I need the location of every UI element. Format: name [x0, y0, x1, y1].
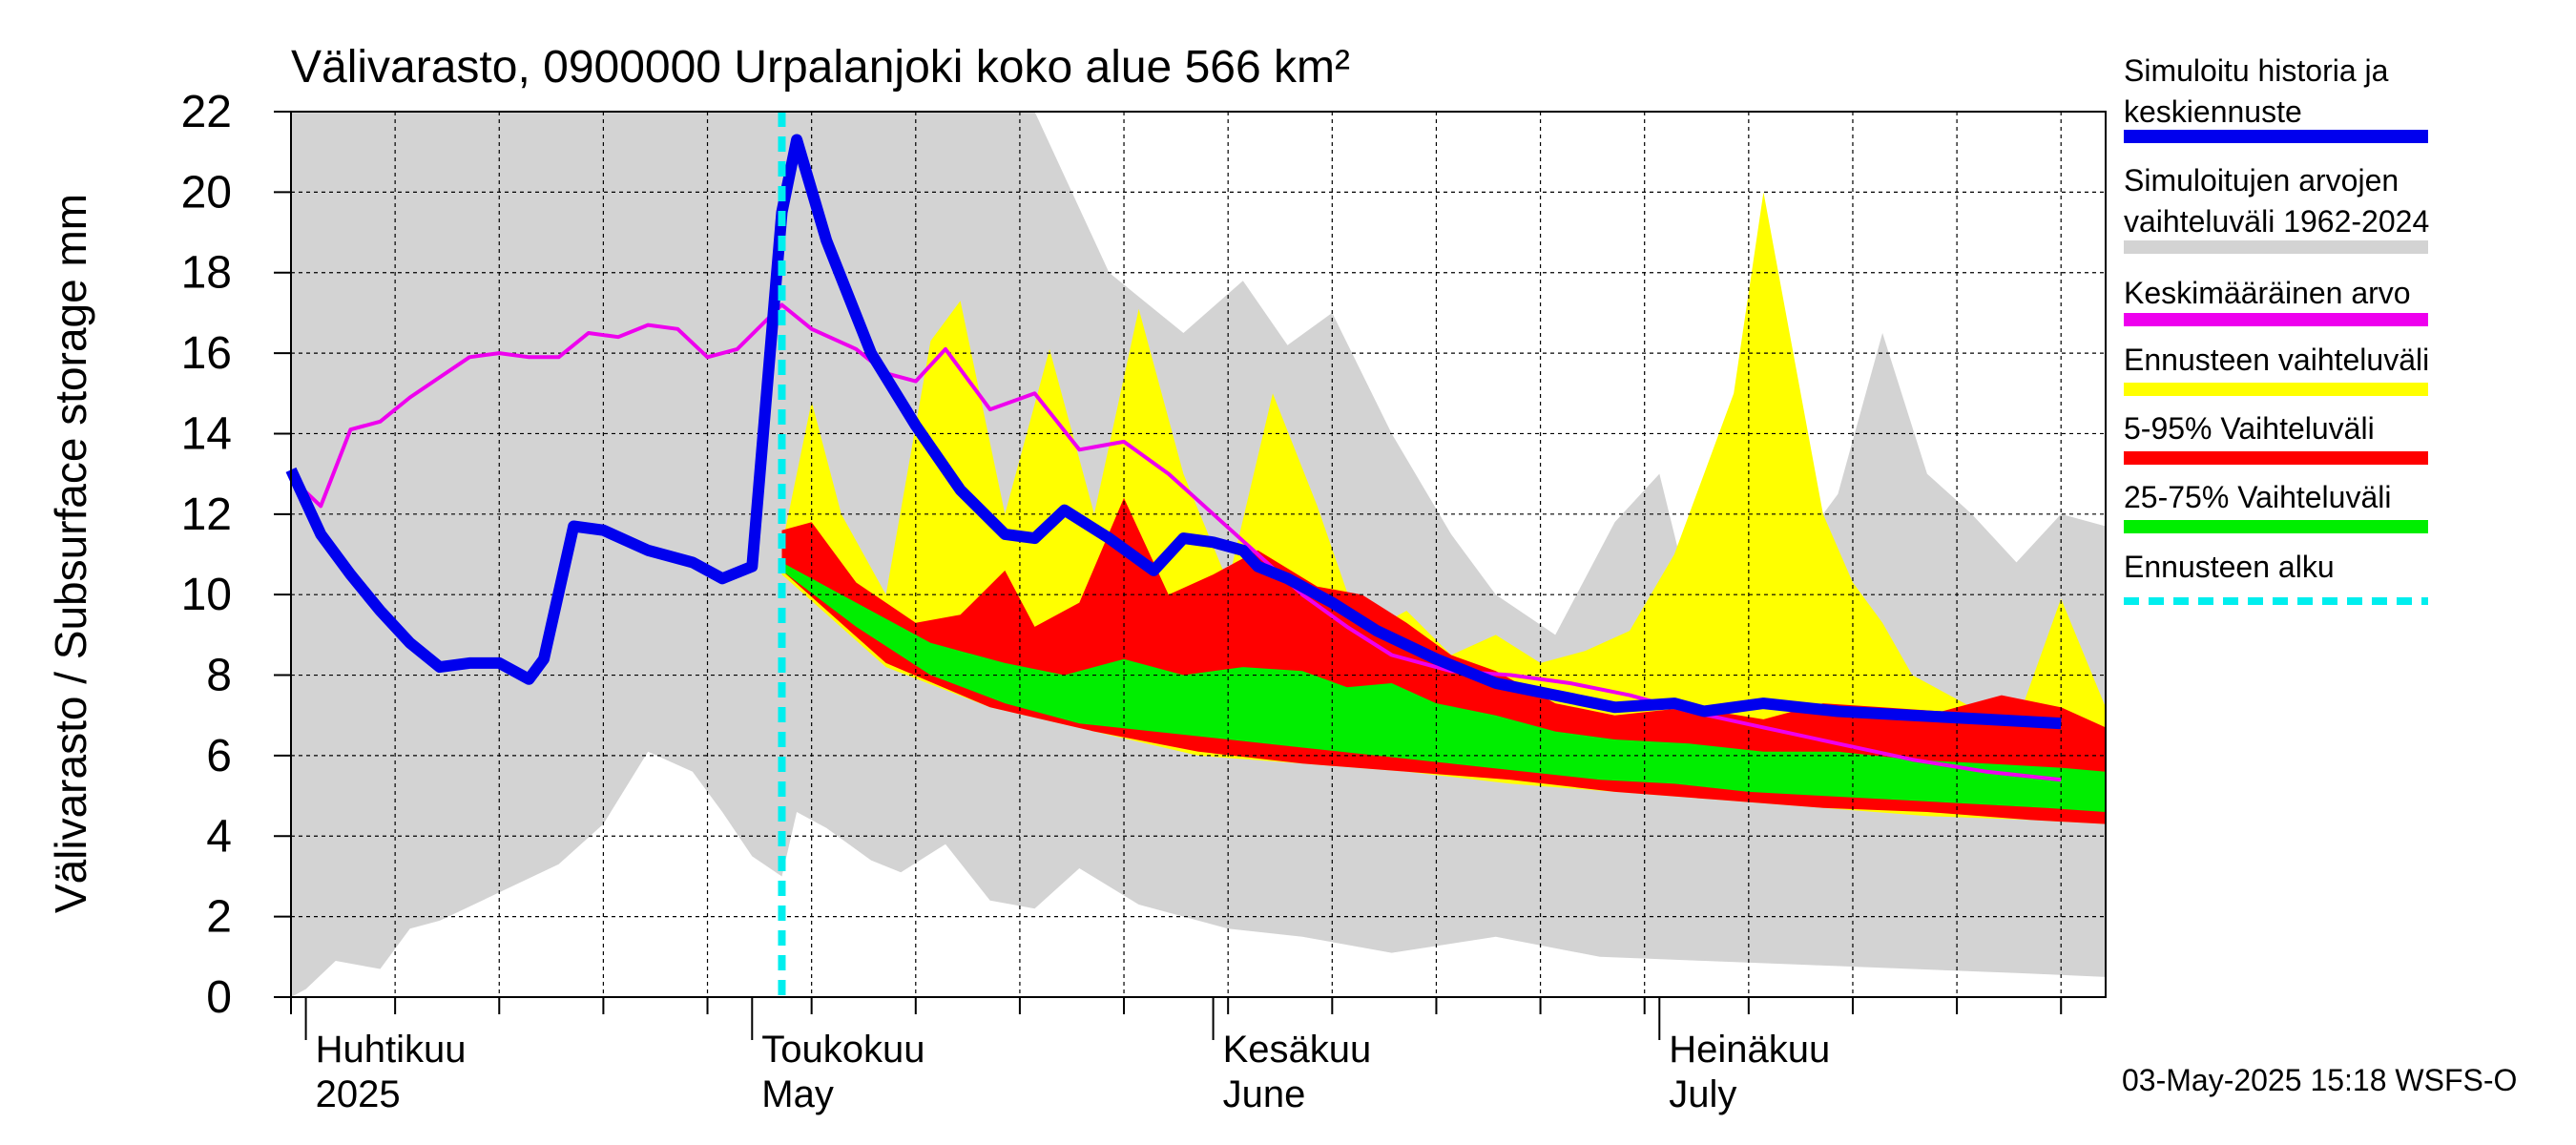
range-bands — [291, 112, 2106, 997]
y-tick-label: 4 — [206, 811, 232, 862]
footer-timestamp: 03-May-2025 15:18 WSFS-O — [2122, 1063, 2517, 1097]
legend-label: Ennusteen vaihteluväli — [2124, 343, 2429, 377]
x-month-sublabel: May — [761, 1073, 834, 1115]
series-lines — [285, 112, 2062, 997]
y-axis-label: Välivarasto / Subsurface storage mm — [46, 194, 95, 913]
y-tick-label: 16 — [181, 328, 232, 379]
history-forecast-line — [285, 134, 2062, 730]
chart-title: Välivarasto, 0900000 Urpalanjoki koko al… — [291, 42, 1350, 93]
x-month-label: Heinäkuu — [1669, 1029, 1830, 1071]
y-tick-labels: 0 2 4 6 8 10 12 14 16 18 20 22 — [181, 87, 232, 1023]
x-month-label: Toukokuu — [761, 1029, 924, 1071]
legend-label: Keskimääräinen arvo — [2124, 276, 2411, 310]
legend-label: keskiennuste — [2124, 94, 2302, 129]
legend-label: Simuloitujen arvojen — [2124, 163, 2399, 198]
legend-label: Ennusteen alku — [2124, 550, 2335, 584]
legend-label: vaihteluväli 1962-2024 — [2124, 204, 2429, 239]
x-month-sublabel: July — [1669, 1073, 1736, 1115]
y-tick-label: 10 — [181, 570, 232, 620]
x-month-label: Huhtikuu — [316, 1029, 467, 1071]
y-tick-label: 2 — [206, 892, 232, 943]
y-tick-label: 0 — [206, 972, 232, 1023]
y-tick-label: 6 — [206, 731, 232, 781]
x-month-sublabel: 2025 — [316, 1073, 401, 1115]
plot-axes — [274, 111, 2107, 1040]
y-tick-label: 12 — [181, 489, 232, 540]
mean-line — [289, 302, 2062, 782]
y-tick-label: 22 — [181, 87, 232, 137]
legend-label: 25-75% Vaihteluväli — [2124, 480, 2391, 514]
legend: Simuloitu historia ja keskiennuste Simuloi… — [2124, 53, 2429, 605]
p25-75-band — [781, 562, 2106, 853]
y-tick-label: 20 — [181, 167, 232, 218]
legend-label: 5-95% Vaihteluväli — [2124, 411, 2375, 446]
x-month-sublabel: June — [1223, 1073, 1306, 1115]
legend-label: Simuloitu historia ja — [2124, 53, 2389, 88]
plot-frame — [290, 111, 2107, 998]
x-month-label: Kesäkuu — [1223, 1029, 1372, 1071]
y-tick-label: 18 — [181, 248, 232, 299]
y-tick-label: 14 — [181, 408, 232, 459]
y-tick-label: 8 — [206, 651, 232, 701]
